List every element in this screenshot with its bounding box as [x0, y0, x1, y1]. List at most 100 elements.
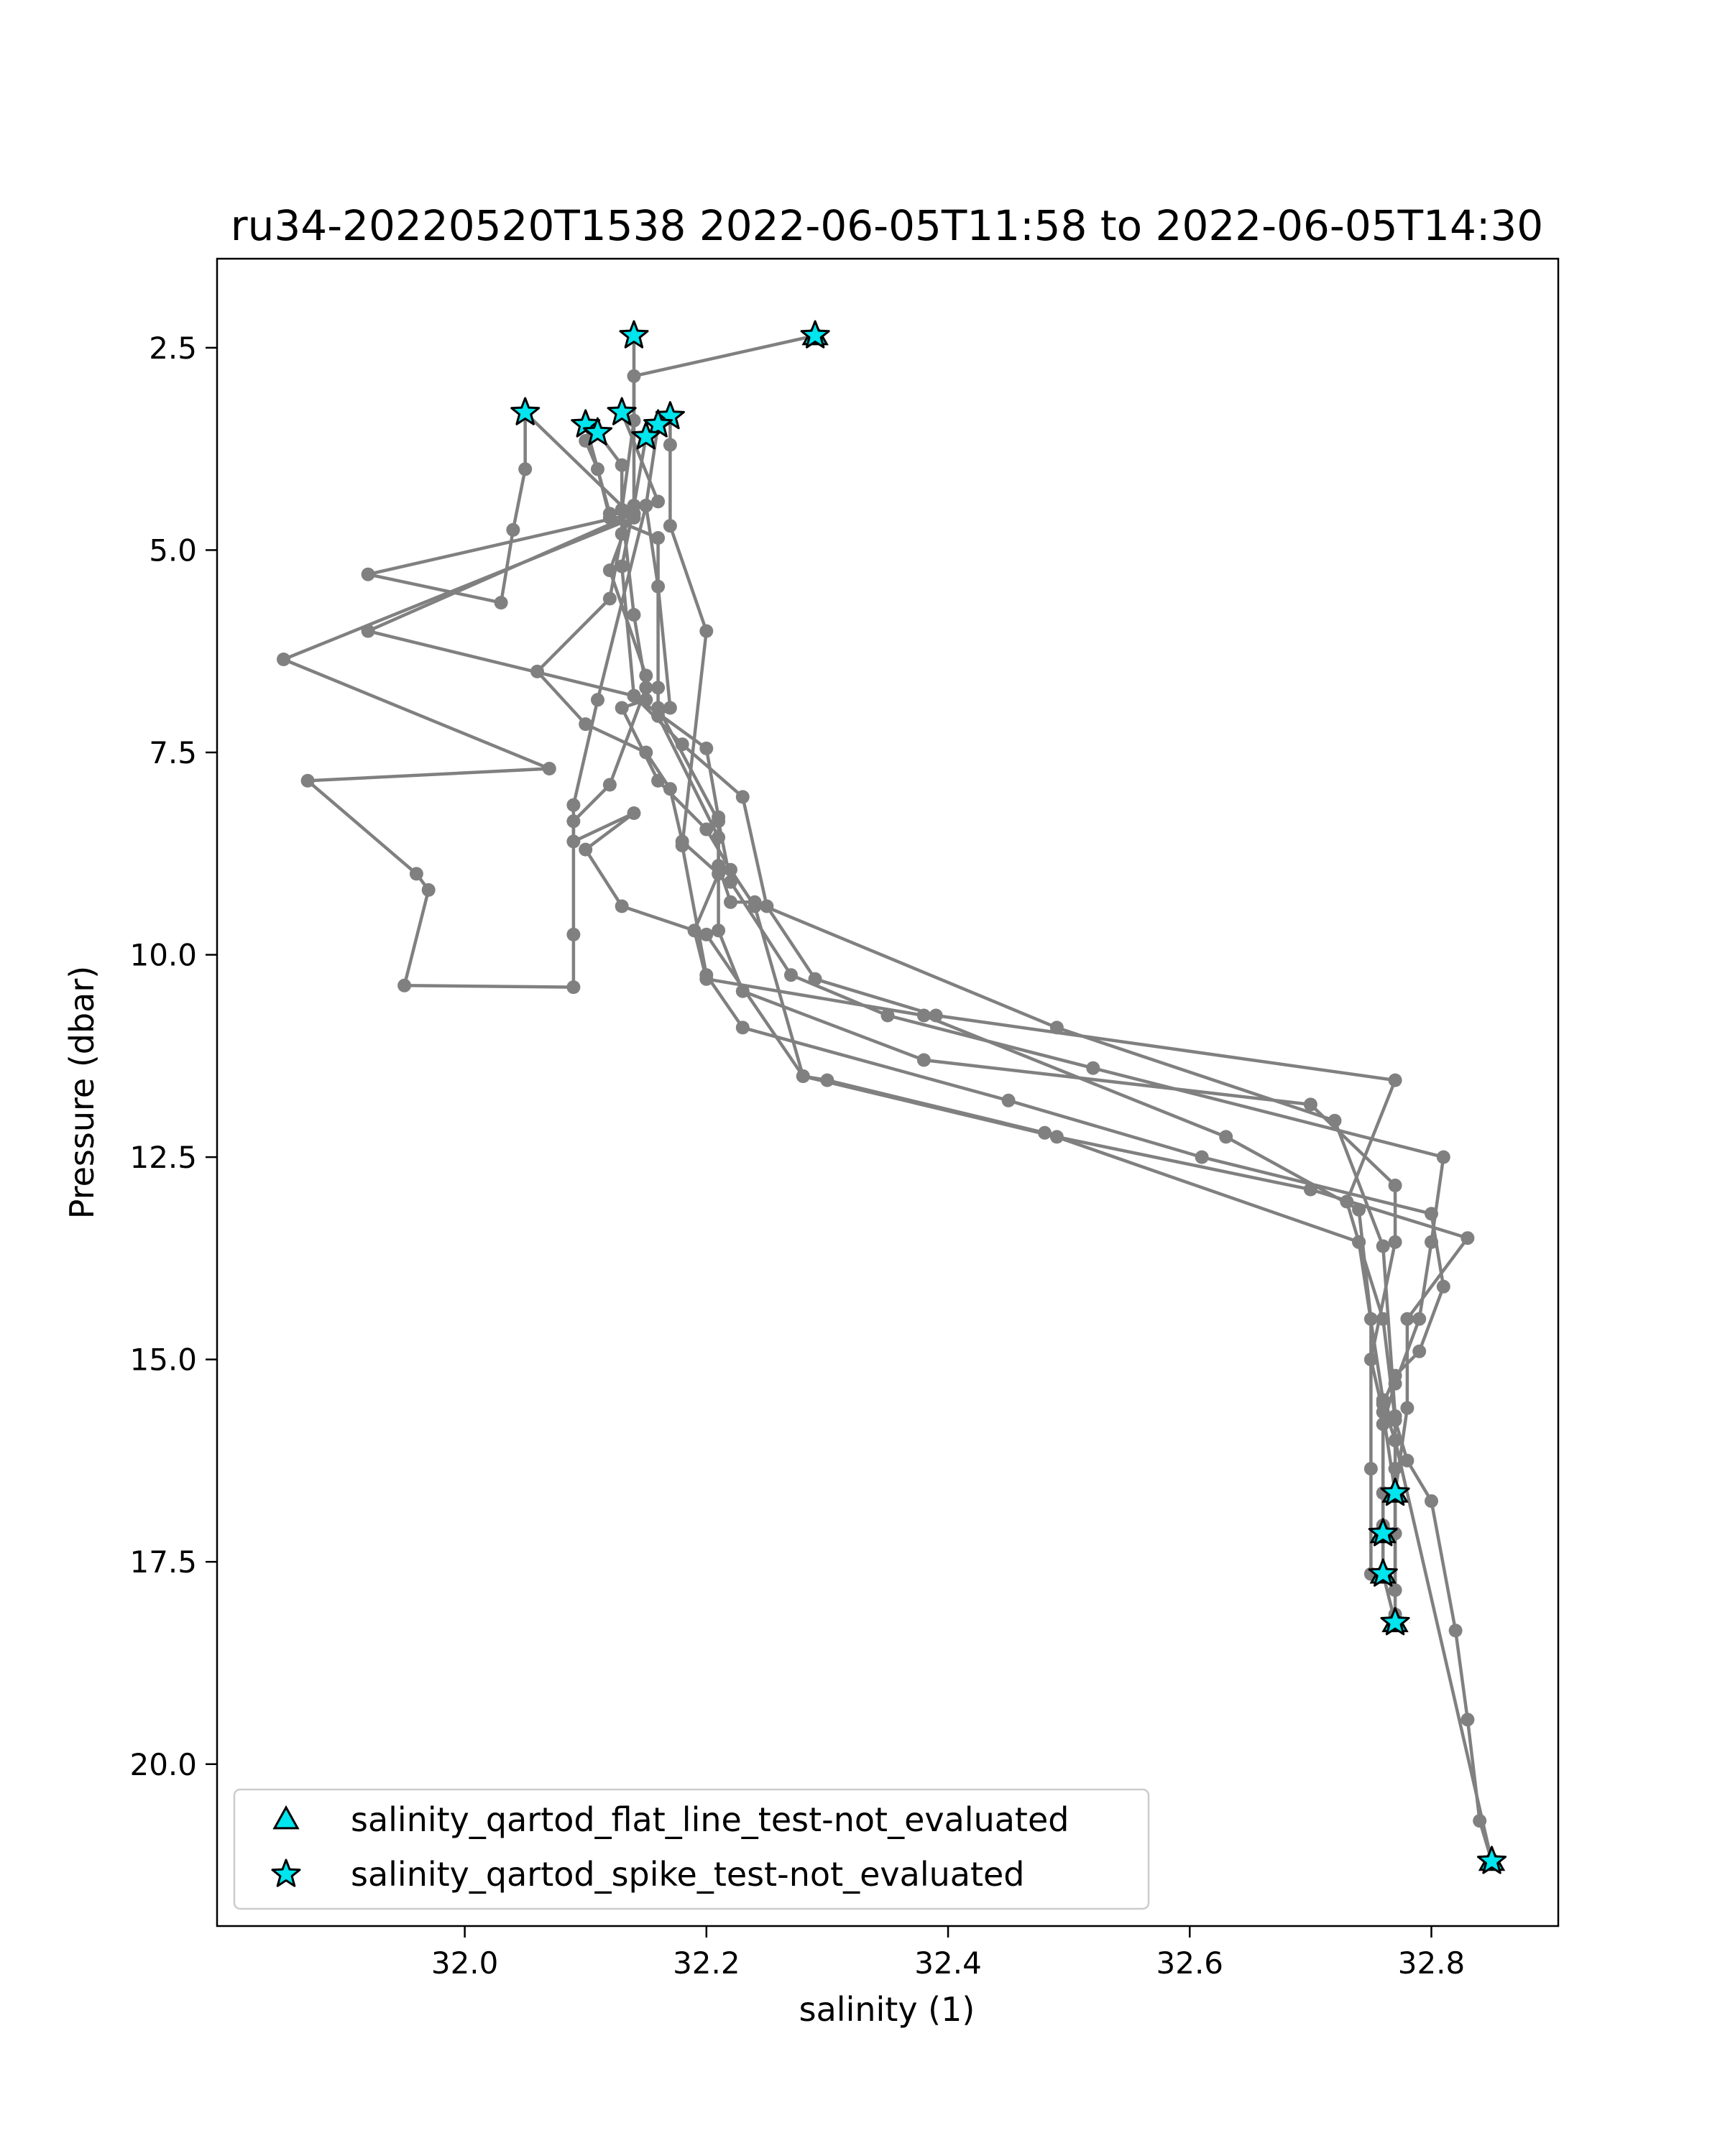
profile-point: [1388, 1235, 1402, 1249]
profile-point: [361, 624, 375, 638]
profile-point: [1038, 1125, 1052, 1140]
spike-test-marker: [631, 421, 661, 450]
profile-point: [712, 814, 726, 829]
profile-point: [1425, 1207, 1438, 1221]
profile-point: [1448, 1623, 1463, 1638]
profile-point: [1388, 1376, 1402, 1391]
y-tick-label: 20.0: [129, 1747, 197, 1782]
profile-point: [724, 862, 737, 877]
profile-point: [1388, 1073, 1402, 1087]
profile-point: [1363, 1312, 1378, 1326]
profile-point: [1303, 1097, 1317, 1112]
profile-point: [1086, 1061, 1100, 1075]
profile-point: [639, 499, 653, 512]
profile-point: [663, 701, 677, 715]
spike-test-marker: [1380, 1478, 1410, 1506]
legend-label: salinity_qartod_flat_line_test-not_evalu…: [351, 1800, 1069, 1839]
profile-point: [627, 499, 641, 512]
profile-point: [1352, 1235, 1366, 1249]
profile-point: [530, 664, 544, 678]
profile-line: [668, 416, 1494, 1862]
profile-point: [735, 790, 750, 804]
profile-line: [608, 436, 1494, 1862]
profile-point: [1195, 1150, 1209, 1164]
profile-point: [712, 830, 726, 844]
profile-point: [615, 458, 629, 472]
profile-point: [880, 1008, 895, 1023]
profile-point: [1425, 1235, 1438, 1249]
spike-test-marker: [1368, 1518, 1398, 1547]
profile-point: [1049, 1021, 1064, 1035]
x-tick-label: 32.8: [1398, 1945, 1466, 1981]
profile-point: [1328, 1113, 1342, 1128]
x-tick-label: 32.6: [1156, 1945, 1224, 1981]
profile-point: [1412, 1344, 1427, 1358]
chart-title: ru34-20220520T1538 2022-06-05T11:58 to 2…: [231, 201, 1543, 250]
profile-point: [566, 834, 581, 849]
qc-flag-markers: [510, 320, 1507, 1874]
profile-point: [651, 773, 666, 788]
profile-point: [1412, 1312, 1427, 1326]
profile-point: [615, 559, 629, 573]
profile-point: [929, 1008, 943, 1023]
profile-point: [916, 1053, 931, 1067]
profile-point: [699, 741, 714, 755]
profile-point: [1388, 1583, 1402, 1598]
spike-test-marker: [1380, 1607, 1410, 1636]
profile-point: [748, 899, 762, 913]
profile-point: [300, 773, 315, 788]
profile-point: [651, 579, 666, 594]
profile-point: [639, 745, 653, 760]
profile-point: [1376, 1397, 1390, 1411]
profile-line: [535, 431, 1373, 1575]
profile-point: [1388, 1179, 1402, 1192]
profile-point: [579, 717, 593, 732]
profile-point: [602, 778, 617, 792]
profile-point: [1376, 1417, 1390, 1432]
profile-point: [566, 798, 581, 812]
profile-point: [724, 895, 737, 909]
profile-point: [1425, 1494, 1438, 1508]
profile-point: [1388, 1413, 1402, 1427]
y-tick-label: 15.0: [129, 1342, 197, 1378]
profile-point: [651, 494, 666, 509]
profile-point: [1388, 1433, 1402, 1447]
x-tick-label: 32.4: [914, 1945, 982, 1981]
profile-point: [675, 737, 689, 752]
profile-point: [591, 693, 604, 707]
profile-point: [651, 531, 666, 545]
profile-point: [663, 519, 677, 533]
profile-point: [566, 814, 581, 829]
y-tick-label: 7.5: [149, 735, 197, 770]
profile-point: [361, 567, 375, 581]
profile-point: [735, 984, 750, 998]
spike-test-marker: [1368, 1558, 1398, 1587]
profile-point: [1352, 1202, 1366, 1217]
profile-point: [1219, 1130, 1233, 1144]
profile-point: [712, 867, 726, 881]
profile-point: [277, 653, 290, 666]
profile-point: [627, 369, 641, 383]
profile-point: [1001, 1093, 1016, 1107]
profile-point: [591, 462, 604, 476]
profile-point: [602, 591, 617, 606]
profile-point: [639, 681, 653, 695]
y-tick-label: 10.0: [129, 938, 197, 973]
spike-test-marker: [800, 320, 830, 349]
spike-test-marker: [643, 409, 673, 438]
profile-point: [615, 527, 629, 541]
profile-point: [1340, 1194, 1354, 1209]
profile-point: [735, 1021, 750, 1035]
profile-point: [1363, 1353, 1378, 1367]
profile-point: [663, 438, 677, 452]
star-icon: [271, 1858, 301, 1887]
profile-point: [639, 693, 653, 707]
profile-point: [1460, 1713, 1475, 1727]
spike-test-marker: [583, 417, 613, 446]
y-axis: 2.5 5.0 7.5 10.0 12.5 15.0 17.5 20.0: [129, 331, 217, 1782]
profile-point: [615, 899, 629, 913]
profile-line: [620, 412, 1397, 1590]
profile-point: [518, 462, 533, 476]
profile-point: [699, 968, 714, 982]
